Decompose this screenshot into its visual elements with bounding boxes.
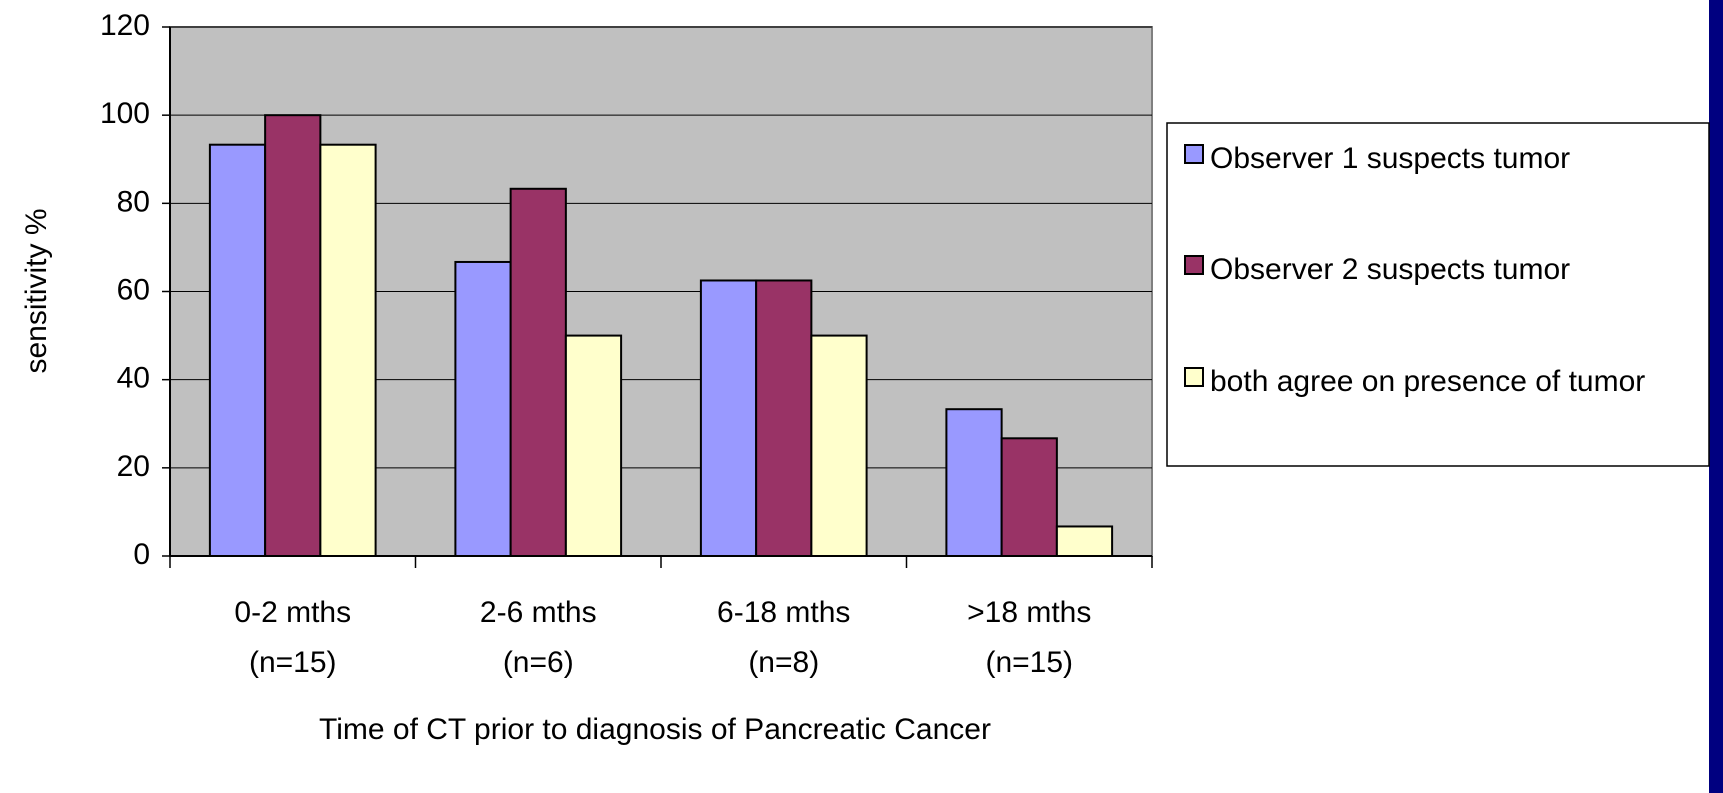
legend-label: Observer 1 suspects tumor <box>1210 142 1571 175</box>
bar <box>945 408 1003 558</box>
x-axis-title: Time of CT prior to diagnosis of Pancrea… <box>319 713 991 746</box>
legend-swatch <box>1184 255 1204 275</box>
legend-label: Observer 2 suspects tumor <box>1210 253 1571 286</box>
bar <box>509 187 567 557</box>
side-stripe <box>1709 0 1723 793</box>
bar <box>564 334 623 558</box>
x-tick-label: 6-18 mths (n=8) <box>717 596 851 679</box>
legend-box <box>1166 122 1710 467</box>
bar <box>699 279 758 557</box>
bar <box>755 279 813 557</box>
legend-label: both agree on presence of tumor <box>1210 365 1646 398</box>
y-axis-title: sensitivity % <box>20 208 53 373</box>
x-tick-label: 2-6 mths (n=6) <box>479 596 597 679</box>
bar <box>1055 525 1114 558</box>
bar <box>454 260 512 557</box>
y-tick-label: 40 <box>117 362 150 395</box>
bar <box>810 334 868 558</box>
x-tick-label: >18 mths (n=15) <box>967 596 1092 679</box>
y-tick-label: 120 <box>100 9 150 42</box>
y-tick-label: 100 <box>100 97 150 130</box>
bar <box>208 143 267 557</box>
y-tick-label: 80 <box>117 185 150 218</box>
y-tick-label: 20 <box>117 450 150 483</box>
bar <box>1000 437 1058 557</box>
x-tick-label: 0-2 mths (n=15) <box>234 596 352 679</box>
y-tick-label: 60 <box>117 273 150 306</box>
legend-swatch <box>1184 144 1204 164</box>
y-tick-label: 0 <box>133 538 150 571</box>
bar <box>319 143 377 557</box>
bar <box>264 114 322 558</box>
legend-swatch <box>1184 367 1204 387</box>
